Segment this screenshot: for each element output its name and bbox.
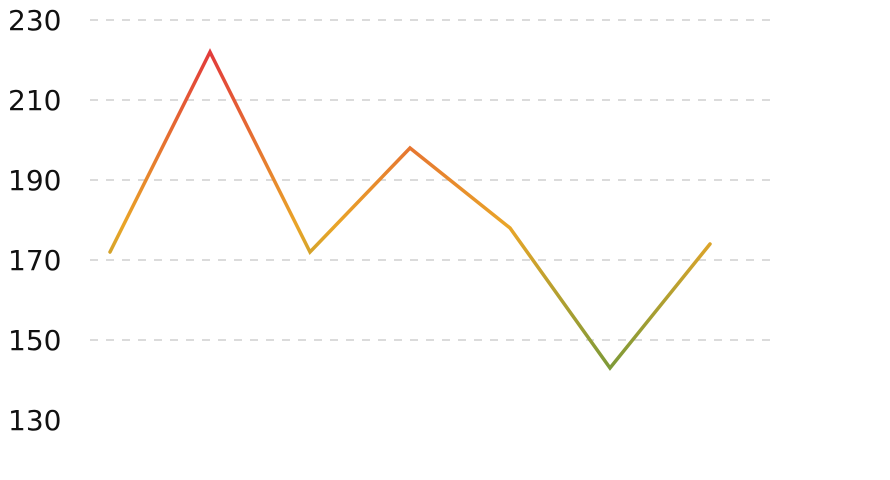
grid-lines: [90, 19, 775, 341]
y-tick-label: 190: [8, 164, 61, 197]
y-tick-label: 150: [8, 324, 61, 357]
series-layer: [108, 48, 712, 371]
y-tick-label: 170: [8, 244, 61, 277]
y-tick-label: 230: [8, 4, 61, 37]
series-line-0: [108, 48, 712, 371]
y-tick-label: 130: [8, 404, 61, 437]
y-axis-ticks: 230 210 190 170 150 130: [8, 4, 61, 437]
y-tick-label: 210: [8, 84, 61, 117]
